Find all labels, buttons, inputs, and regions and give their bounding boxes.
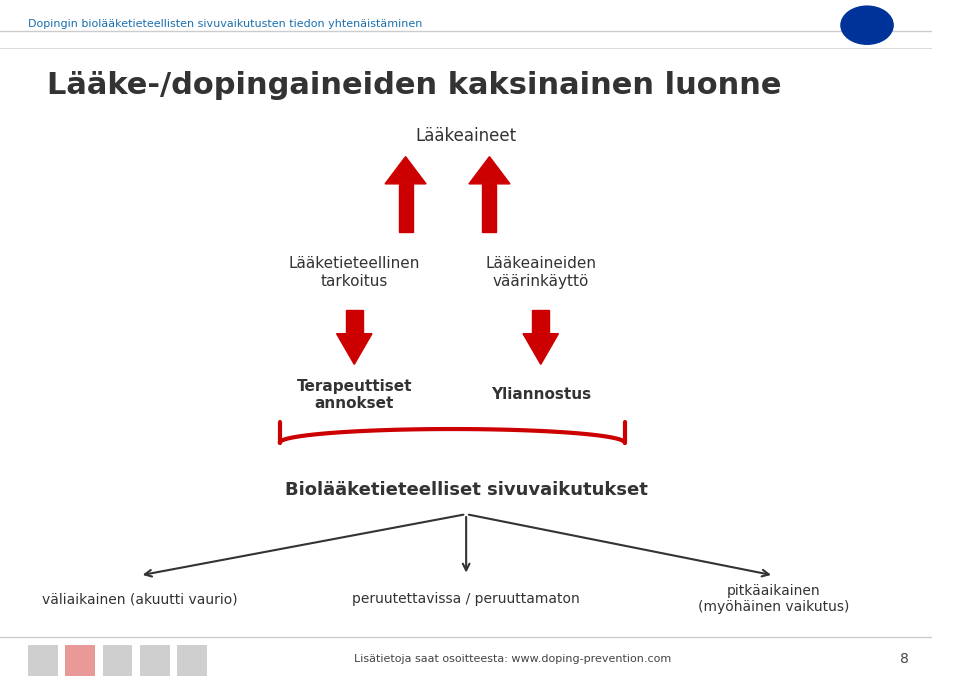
Bar [398, 184, 413, 232]
Bar [28, 645, 58, 676]
Bar [178, 645, 207, 676]
Text: Terapeuttiset
annokset: Terapeuttiset annokset [297, 379, 412, 411]
Text: peruutettavissa / peruuttamaton: peruutettavissa / peruuttamaton [352, 592, 580, 606]
FancyArrow shape [346, 310, 363, 334]
Bar [65, 645, 95, 676]
Text: Lääke-/dopingaineiden kaksinainen luonne: Lääke-/dopingaineiden kaksinainen luonne [47, 71, 781, 99]
Text: Lääketieteellinen
tarkoitus: Lääketieteellinen tarkoitus [289, 256, 420, 289]
Bar [140, 645, 170, 676]
Bar [483, 184, 496, 232]
Polygon shape [468, 157, 510, 184]
Text: Lääkeaineiden
väärinkäyttö: Lääkeaineiden väärinkäyttö [485, 256, 596, 289]
Polygon shape [523, 334, 559, 364]
Text: ★
★★
★: ★ ★★ ★ [862, 18, 872, 32]
Polygon shape [337, 334, 372, 364]
Polygon shape [385, 157, 426, 184]
Text: pitkäaikainen
(myöhäinen vaikutus): pitkäaikainen (myöhäinen vaikutus) [698, 584, 850, 614]
Text: Lääkeaineet: Lääkeaineet [416, 127, 516, 145]
Bar [103, 645, 132, 676]
Text: 8: 8 [900, 652, 909, 665]
Text: Dopingin biolääketieteellisten sivuvaikutusten tiedon yhtenäistäminen: Dopingin biolääketieteellisten sivuvaiku… [28, 19, 422, 29]
Text: väliaikainen (akuutti vaurio): väliaikainen (akuutti vaurio) [42, 592, 238, 606]
Text: Biolääketieteelliset sivuvaikutukset: Biolääketieteelliset sivuvaikutukset [285, 481, 648, 499]
Text: Lisätietoja saat osoitteesta: www.doping-prevention.com: Lisätietoja saat osoitteesta: www.doping… [354, 654, 671, 663]
Circle shape [841, 6, 893, 44]
Text: Yliannostus: Yliannostus [491, 387, 590, 402]
FancyArrow shape [533, 310, 549, 334]
